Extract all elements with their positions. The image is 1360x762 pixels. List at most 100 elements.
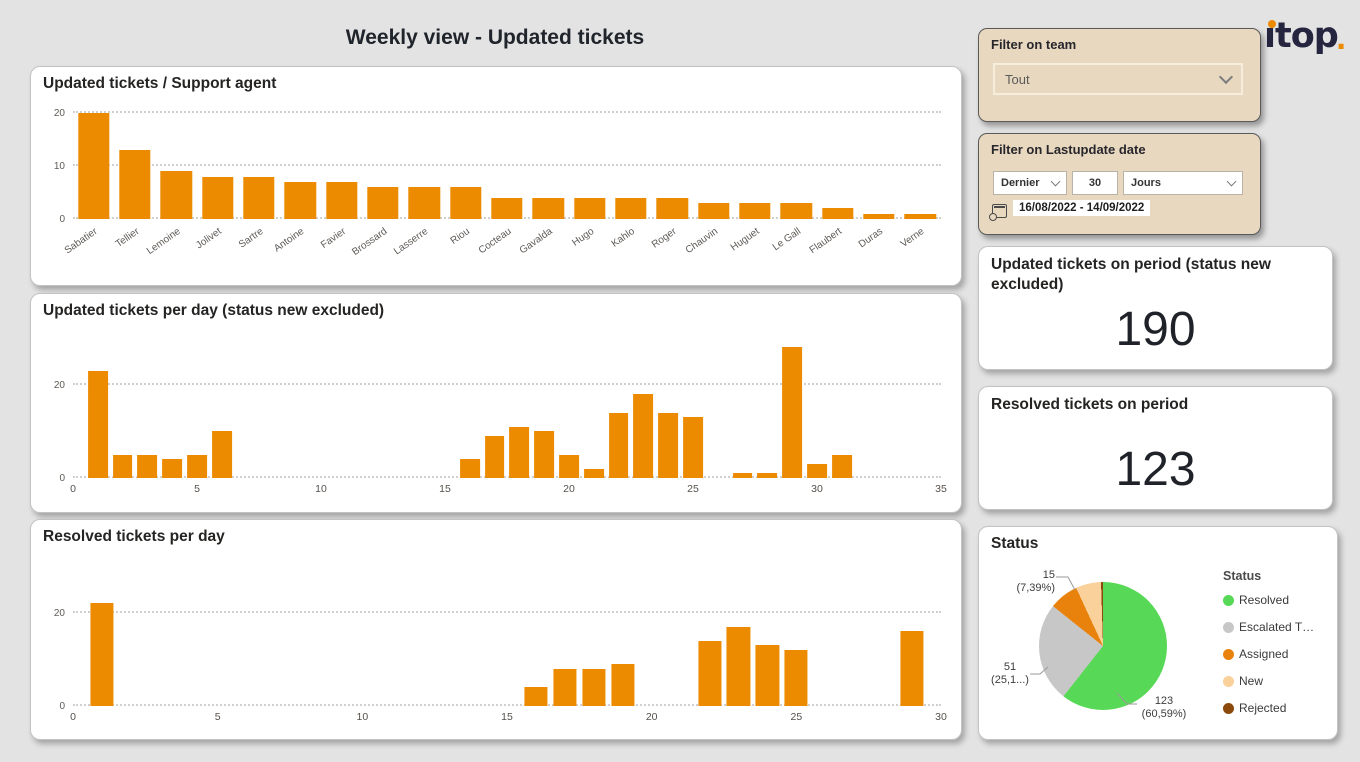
category-slot: Cocteau	[476, 113, 527, 256]
bar-day-16[interactable]	[524, 687, 548, 706]
updated-kpi-label: Updated tickets on period (status new ex…	[991, 256, 1271, 294]
bar-day-22[interactable]	[608, 412, 629, 478]
category-label: Lemoine	[144, 226, 183, 258]
bar-Jolivet[interactable]	[201, 176, 234, 219]
bar-day-28[interactable]	[757, 473, 778, 478]
bar-Lasserre[interactable]	[408, 187, 440, 219]
team-filter-label: Filter on team	[991, 37, 1077, 52]
bar-day-23[interactable]	[633, 394, 654, 478]
bar-Gavalda[interactable]	[532, 197, 564, 219]
date-range-value: 16/08/2022 - 14/09/2022	[1013, 200, 1151, 216]
legend-label: Assigned	[1239, 647, 1289, 661]
category-slot: Duras	[857, 113, 899, 250]
bar-Roger[interactable]	[656, 197, 688, 219]
bar-Duras[interactable]	[863, 213, 895, 219]
date-filter-card: Filter on Lastupdate date Dernier 30 Jou…	[978, 133, 1261, 235]
bar-Hugo[interactable]	[573, 197, 606, 219]
category-label: Brossard	[350, 226, 390, 258]
category-slot: Gavalda	[518, 113, 569, 256]
legend-label: Rejected	[1239, 701, 1287, 715]
bar-Riou[interactable]	[449, 187, 482, 219]
bar-Antoine[interactable]	[284, 181, 316, 219]
bar-Tellier[interactable]	[119, 150, 151, 219]
bar-Verne[interactable]	[904, 213, 936, 219]
chevron-down-icon	[1218, 69, 1234, 85]
bar-Cocteau[interactable]	[491, 197, 523, 219]
x-tick-label: 5	[194, 483, 200, 495]
bar-day-24[interactable]	[755, 645, 779, 706]
bar-day-24[interactable]	[658, 412, 679, 478]
bar-Flaubert[interactable]	[821, 208, 854, 219]
bar-day-29[interactable]	[900, 631, 924, 706]
bar-day-25[interactable]	[784, 650, 808, 706]
category-slot: Lemoine	[145, 113, 197, 257]
category-slot: Sabatier	[63, 113, 114, 256]
bar-Kahlo[interactable]	[615, 197, 647, 219]
resolved-kpi-value: 123	[1115, 443, 1196, 496]
resolved-kpi-label: Resolved tickets on period	[991, 396, 1189, 413]
bar-day-18[interactable]	[582, 668, 606, 706]
x-tick-label: 15	[501, 711, 513, 723]
bar-Brossard[interactable]	[367, 187, 399, 219]
category-slot: Lasserre	[392, 113, 445, 257]
bar-day-31[interactable]	[831, 454, 852, 478]
bar-day-23[interactable]	[726, 626, 751, 706]
bar-day-2[interactable]	[112, 454, 133, 478]
date-mode-select[interactable]: Dernier	[993, 171, 1067, 195]
y-tick-label: 20	[53, 607, 65, 619]
bar-day-17[interactable]	[553, 668, 577, 706]
gridline	[73, 704, 941, 706]
updated-per-day-chart: 0 5 10 15 20 25 30 35	[70, 338, 947, 495]
agents-bar-chart: Sabatier Tellier Lemoine Jolivet Sartre Antoi…	[63, 111, 941, 258]
x-tick-label: 30	[811, 483, 823, 495]
bar-Chauvin[interactable]	[697, 203, 730, 219]
bar-day-17[interactable]	[484, 436, 505, 478]
bar-day-19[interactable]	[534, 431, 555, 478]
date-unit-select[interactable]: Jours	[1123, 171, 1243, 195]
category-label: Sabatier	[63, 226, 100, 257]
y-tick-label: 0	[59, 473, 65, 484]
bar-day-1[interactable]	[87, 370, 108, 478]
bar-day-16[interactable]	[459, 459, 480, 478]
legend-dot-icon	[1223, 648, 1234, 660]
category-slot: Riou	[445, 113, 486, 247]
bar-day-27[interactable]	[732, 473, 753, 478]
legend-item-rejected[interactable]: Rejected	[1223, 699, 1314, 717]
bar-day-5[interactable]	[187, 454, 207, 478]
bar-Favier[interactable]	[325, 181, 358, 219]
bar-Sartre[interactable]	[243, 176, 275, 219]
pie-legend: Status Resolved Escalated T… Assigned New Re…	[1223, 569, 1314, 726]
bar-Huguet[interactable]	[739, 203, 771, 219]
bar-day-30[interactable]	[807, 464, 827, 478]
gridline	[73, 164, 941, 166]
chevron-down-icon	[1050, 176, 1061, 186]
bar-Lemoine[interactable]	[160, 171, 193, 219]
legend-label: New	[1239, 674, 1264, 688]
callout-escalated: 51 (25,1...)	[991, 661, 1029, 686]
bar-Le Gall[interactable]	[780, 203, 812, 219]
bar-day-6[interactable]	[211, 431, 232, 478]
resolved-y-axis: 0 20	[37, 566, 67, 712]
status-card: Status 15 (7,39%) 51 (25,1...) 123 (60,5…	[978, 526, 1338, 740]
bar-day-22[interactable]	[697, 640, 722, 706]
bar-day-19[interactable]	[611, 664, 635, 706]
date-count-input[interactable]: 30	[1072, 171, 1118, 195]
bar-day-21[interactable]	[583, 468, 604, 478]
category-slot: Chauvin	[684, 113, 734, 256]
bar-Sabatier[interactable]	[77, 113, 110, 219]
bar-day-4[interactable]	[162, 459, 183, 478]
bar-day-1[interactable]	[90, 603, 114, 706]
legend-item-resolved[interactable]: Resolved	[1223, 591, 1314, 609]
legend-item-assigned[interactable]: Assigned	[1223, 645, 1314, 663]
bar-day-20[interactable]	[559, 454, 579, 478]
bar-day-29[interactable]	[782, 347, 803, 478]
legend-item-new[interactable]: New	[1223, 672, 1314, 690]
team-select[interactable]: Tout	[993, 63, 1243, 95]
bar-day-3[interactable]	[137, 454, 158, 478]
chevron-down-icon	[1226, 176, 1237, 186]
legend-item-escalated-t-[interactable]: Escalated T…	[1223, 618, 1314, 636]
category-label: Verne	[898, 226, 927, 251]
status-pie-chart[interactable]	[1039, 582, 1167, 710]
bar-day-25[interactable]	[683, 417, 703, 478]
bar-day-18[interactable]	[509, 426, 530, 478]
